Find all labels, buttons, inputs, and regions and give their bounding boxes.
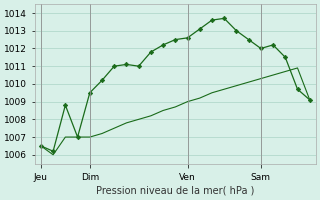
X-axis label: Pression niveau de la mer( hPa ): Pression niveau de la mer( hPa ) [96, 186, 254, 196]
